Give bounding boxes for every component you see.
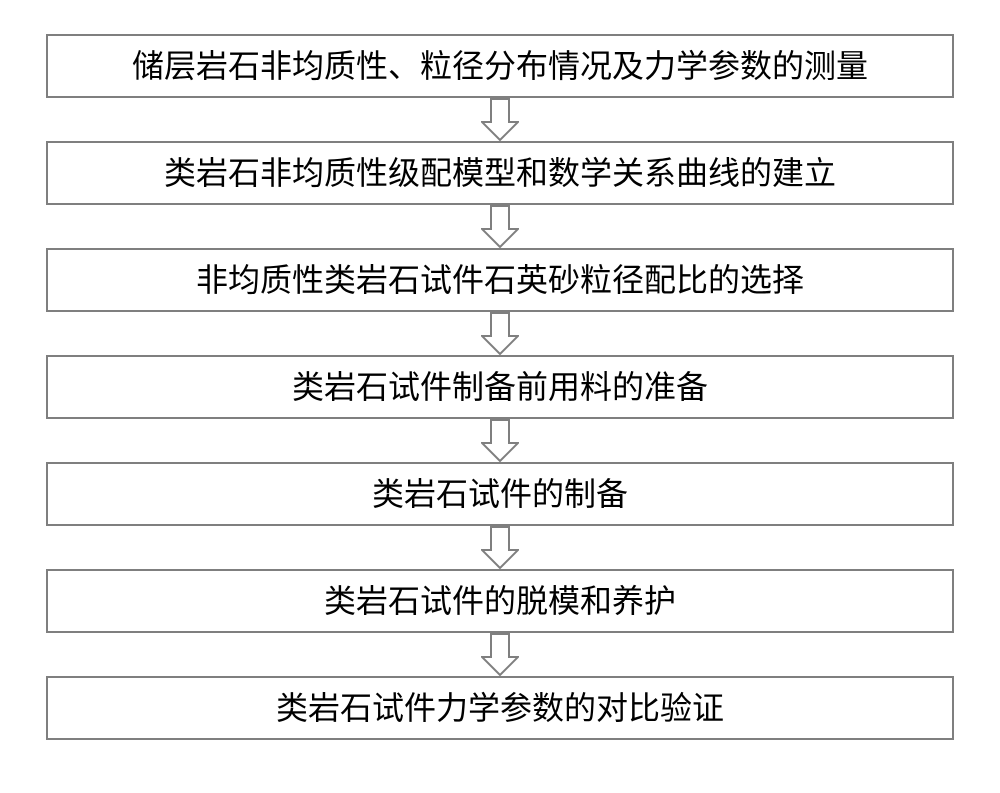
flow-arrow-6 bbox=[481, 633, 519, 676]
flow-arrow-1 bbox=[481, 98, 519, 141]
flow-step-label: 类岩石试件的制备 bbox=[372, 478, 628, 510]
flowchart-canvas: 储层岩石非均质性、粒径分布情况及力学参数的测量类岩石非均质性级配模型和数学关系曲… bbox=[0, 0, 1000, 793]
flow-arrow-4 bbox=[481, 419, 519, 462]
flow-arrow-3 bbox=[481, 312, 519, 355]
flow-step-7: 类岩石试件力学参数的对比验证 bbox=[46, 676, 954, 740]
flow-step-label: 储层岩石非均质性、粒径分布情况及力学参数的测量 bbox=[132, 50, 868, 82]
flowchart-column: 储层岩石非均质性、粒径分布情况及力学参数的测量类岩石非均质性级配模型和数学关系曲… bbox=[0, 34, 1000, 740]
flow-step-4: 类岩石试件制备前用料的准备 bbox=[46, 355, 954, 419]
flow-step-label: 类岩石试件力学参数的对比验证 bbox=[276, 692, 724, 724]
flow-arrow-2 bbox=[481, 205, 519, 248]
flow-arrow-5 bbox=[481, 526, 519, 569]
flow-step-6: 类岩石试件的脱模和养护 bbox=[46, 569, 954, 633]
flow-step-label: 非均质性类岩石试件石英砂粒径配比的选择 bbox=[196, 264, 804, 296]
flow-step-label: 类岩石试件制备前用料的准备 bbox=[292, 371, 708, 403]
flow-step-label: 类岩石非均质性级配模型和数学关系曲线的建立 bbox=[164, 157, 836, 189]
flow-step-2: 类岩石非均质性级配模型和数学关系曲线的建立 bbox=[46, 141, 954, 205]
flow-step-5: 类岩石试件的制备 bbox=[46, 462, 954, 526]
flow-step-3: 非均质性类岩石试件石英砂粒径配比的选择 bbox=[46, 248, 954, 312]
flow-step-1: 储层岩石非均质性、粒径分布情况及力学参数的测量 bbox=[46, 34, 954, 98]
flow-step-label: 类岩石试件的脱模和养护 bbox=[324, 585, 676, 617]
